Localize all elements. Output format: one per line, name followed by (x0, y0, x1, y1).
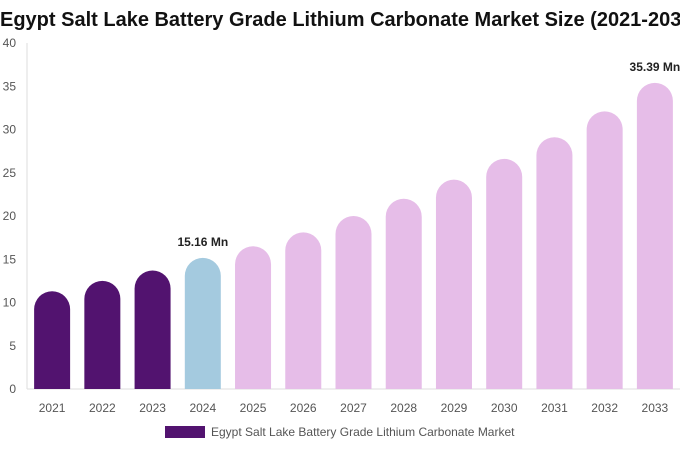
x-tick-label: 2027 (340, 401, 367, 415)
bar-2025 (235, 246, 272, 389)
bar-2026 (285, 232, 322, 389)
x-tick-label: 2023 (139, 401, 166, 415)
bar-2033 (636, 82, 673, 389)
legend-label: Egypt Salt Lake Battery Grade Lithium Ca… (211, 425, 515, 439)
x-tick-label: 2033 (642, 401, 669, 415)
bar-2022 (84, 280, 121, 389)
y-tick-label: 10 (3, 296, 17, 310)
y-tick-label: 30 (3, 123, 17, 137)
bar-2023 (134, 270, 171, 389)
x-tick-label: 2021 (39, 401, 66, 415)
y-tick-label: 5 (9, 339, 16, 353)
x-tick-label: 2031 (541, 401, 568, 415)
y-tick-label: 15 (3, 252, 17, 266)
bar-2024 (184, 257, 221, 389)
bar-2021 (34, 291, 71, 389)
x-tick-label: 2032 (591, 401, 618, 415)
x-tick-label: 2024 (189, 401, 216, 415)
bar-2030 (486, 158, 523, 389)
y-tick-label: 0 (9, 382, 16, 396)
data-label: 15.16 Mn (177, 235, 228, 249)
chart-title: Egypt Salt Lake Battery Grade Lithium Ca… (0, 9, 680, 31)
x-tick-label: 2028 (390, 401, 417, 415)
x-tick-label: 2022 (89, 401, 116, 415)
data-label: 35.39 Mn (630, 60, 680, 74)
bar-2028 (385, 198, 422, 389)
bar-2027 (335, 216, 372, 389)
bar-2031 (536, 137, 573, 389)
y-tick-label: 25 (3, 166, 17, 180)
x-tick-label: 2029 (441, 401, 468, 415)
x-tick-label: 2025 (240, 401, 267, 415)
y-tick-label: 35 (3, 79, 17, 93)
bar-2029 (435, 179, 472, 389)
legend: Egypt Salt Lake Battery Grade Lithium Ca… (165, 425, 515, 439)
y-tick-label: 20 (3, 209, 17, 223)
x-tick-label: 2030 (491, 401, 518, 415)
legend-swatch (165, 426, 205, 438)
bar-2032 (586, 111, 623, 389)
x-tick-label: 2026 (290, 401, 317, 415)
y-tick-label: 40 (3, 36, 17, 50)
